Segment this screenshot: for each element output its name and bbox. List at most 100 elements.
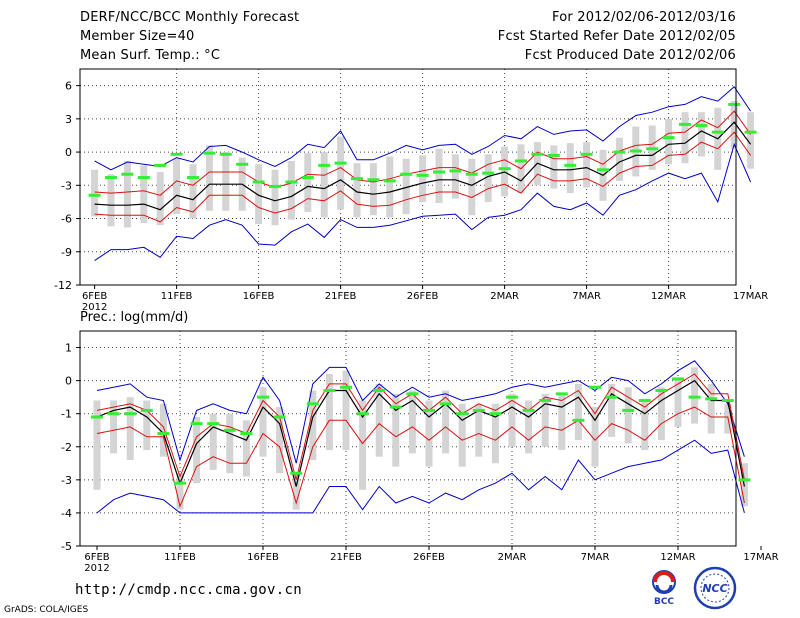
member-range-bar bbox=[730, 101, 738, 149]
member-range-bar bbox=[110, 400, 118, 454]
member-range-bar bbox=[176, 473, 184, 510]
member-range-bar bbox=[159, 403, 167, 457]
member-range-bar bbox=[419, 155, 427, 202]
mean-plus-sd-line bbox=[96, 373, 745, 480]
ensemble-max-line bbox=[96, 360, 745, 464]
member-range-bar bbox=[342, 370, 350, 451]
x-tick-label: 16FEB bbox=[247, 552, 279, 563]
bcc-logo-arc-blue bbox=[655, 584, 673, 594]
member-range-bar bbox=[665, 118, 673, 165]
member-range-bar bbox=[287, 160, 295, 220]
member-range-bar bbox=[574, 383, 582, 441]
member-range-bar bbox=[337, 136, 345, 210]
member-range-bar bbox=[508, 393, 516, 447]
member-range-bar bbox=[309, 390, 317, 460]
member-range-bar bbox=[126, 397, 134, 460]
member-range-bar bbox=[242, 420, 250, 477]
y-tick-label: 0 bbox=[65, 146, 72, 159]
member-range-bar bbox=[271, 169, 279, 226]
member-range-bar bbox=[386, 156, 394, 218]
y-tick-label: -1 bbox=[61, 408, 72, 421]
chart-title: DERF/NCC/BCC Monthly Forecast bbox=[80, 10, 300, 25]
member-range-bar bbox=[392, 393, 400, 467]
year-label: 2012 bbox=[82, 302, 107, 313]
y-tick-label: -5 bbox=[61, 540, 72, 553]
member-range-bar bbox=[674, 377, 682, 427]
member-range-bar bbox=[442, 390, 450, 454]
member-range-bar bbox=[209, 413, 217, 470]
x-tick-label: 11FEB bbox=[164, 552, 196, 563]
member-range-bar bbox=[491, 403, 499, 464]
y-tick-label: -4 bbox=[61, 507, 72, 520]
y-tick-label: 1 bbox=[65, 342, 72, 355]
mean-minus-sd-line bbox=[96, 406, 745, 508]
mean-minus-sd-line bbox=[94, 131, 752, 223]
plot-frame bbox=[79, 68, 737, 286]
member-range-bar bbox=[91, 169, 99, 217]
member-range-bar bbox=[222, 152, 230, 211]
member-range-bar bbox=[123, 160, 131, 228]
member-range-bar bbox=[558, 393, 566, 451]
member-range-bar bbox=[591, 407, 599, 467]
member-range-bar bbox=[375, 383, 383, 457]
member-range-bar bbox=[451, 154, 459, 199]
x-tick-label: 11FEB bbox=[161, 291, 193, 302]
member-range-bar bbox=[359, 400, 367, 490]
x-tick-label: 2MAR bbox=[498, 552, 527, 563]
member-range-bar bbox=[402, 158, 410, 215]
member-range-bar bbox=[550, 145, 558, 189]
y-tick-label: -9 bbox=[61, 246, 72, 259]
member-range-bar bbox=[747, 112, 755, 169]
forecast-started-date: Fcst Started Refer Date 2012/02/05 bbox=[497, 29, 736, 44]
x-tick-label: 12MAR bbox=[651, 291, 686, 302]
ensemble-max-line bbox=[94, 85, 752, 171]
member-range-bar bbox=[353, 163, 361, 218]
member-range-bar bbox=[525, 400, 533, 454]
member-range-bar bbox=[143, 400, 151, 451]
member-range-bar bbox=[657, 387, 665, 441]
member-range-bar bbox=[541, 393, 549, 447]
member-range-bar bbox=[641, 400, 649, 451]
y-tick-label: 0 bbox=[65, 375, 72, 388]
year-label: 2012 bbox=[84, 563, 109, 574]
panel-precipitation: 1 0 -1 -2 -3 -4 -5 6FEB 11FEB 16FEB 21FEB 26FEB 2MAR… bbox=[61, 330, 779, 574]
member-range-bar bbox=[566, 143, 574, 194]
member-range-bar bbox=[458, 403, 466, 467]
member-range-bar bbox=[276, 407, 284, 474]
x-tick-label: 12MAR bbox=[660, 552, 695, 563]
member-range-bar bbox=[107, 174, 115, 227]
member-range-bar bbox=[173, 158, 181, 215]
member-range-bar bbox=[615, 137, 623, 181]
plot-frame bbox=[79, 330, 737, 547]
forecast-period: For 2012/02/06-2012/03/16 bbox=[552, 10, 736, 25]
y-tick-label: 6 bbox=[65, 80, 72, 93]
y-tick-label: -3 bbox=[61, 179, 72, 192]
forecast-produced-date: Fcst Produced Date 2012/02/06 bbox=[524, 48, 736, 63]
member-range-bar bbox=[435, 148, 443, 204]
x-tick-label: 26FEB bbox=[413, 552, 445, 563]
x-tick-label: 6FEB bbox=[82, 291, 107, 302]
member-range-bar bbox=[304, 153, 312, 212]
source-url[interactable]: http://cmdp.ncc.cma.gov.cn bbox=[75, 582, 302, 598]
member-range-bar bbox=[583, 142, 591, 188]
x-tick-label: 21FEB bbox=[330, 552, 362, 563]
member-range-bar bbox=[189, 164, 197, 219]
bcc-logo: BCC bbox=[652, 570, 676, 607]
ncc-logo: NCC bbox=[693, 566, 737, 610]
member-range-bar bbox=[292, 473, 300, 510]
member-range-bar bbox=[681, 112, 689, 164]
x-tick-label: 26FEB bbox=[407, 291, 439, 302]
x-tick-label: 17MAR bbox=[743, 552, 778, 563]
prec-panel-title: Prec.: log(mm/d) bbox=[80, 310, 189, 325]
y-tick-label: -12 bbox=[54, 279, 72, 292]
bcc-logo-text: BCC bbox=[654, 597, 674, 607]
member-range-bar bbox=[608, 383, 616, 437]
member-range-bar bbox=[369, 163, 377, 216]
mean-plus-sd-line bbox=[94, 110, 752, 196]
member-range-bar bbox=[475, 403, 483, 457]
x-tick-label: 2MAR bbox=[490, 291, 519, 302]
x-tick-label: 17MAR bbox=[733, 291, 768, 302]
member-range-bar bbox=[255, 164, 263, 225]
grads-credit: GrADS: COLA/IGES bbox=[4, 605, 89, 615]
